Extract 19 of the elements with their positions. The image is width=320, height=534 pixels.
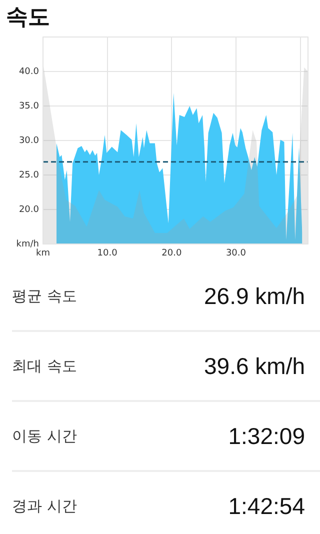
text: 평균 속도 [12,286,77,306]
y-tick-label: 20.0 [18,204,40,215]
text: 26.9 km/h [204,282,305,310]
text: 1:32:09 [228,422,305,450]
text: 39.6 km/h [204,352,305,380]
y-tick-label: 35.0 [18,101,40,112]
text: 경과 시간 [12,496,77,516]
y-tick-label: 25.0 [18,170,40,180]
x-tick-label: 10.0 [97,248,118,259]
x-tick-label: 30.0 [226,248,246,259]
y-tick-label: km/h [16,239,39,250]
x-tick-label: km [36,248,50,259]
text: 1:42:54 [228,492,305,520]
x-tick-label: 20.0 [162,248,182,259]
chart-title: 속도 [6,4,50,32]
y-tick-label: 30.0 [18,136,40,146]
text: 이동 시간 [12,426,77,446]
text: 최대 속도 [12,356,77,376]
y-tick-label: 40.0 [18,66,40,77]
